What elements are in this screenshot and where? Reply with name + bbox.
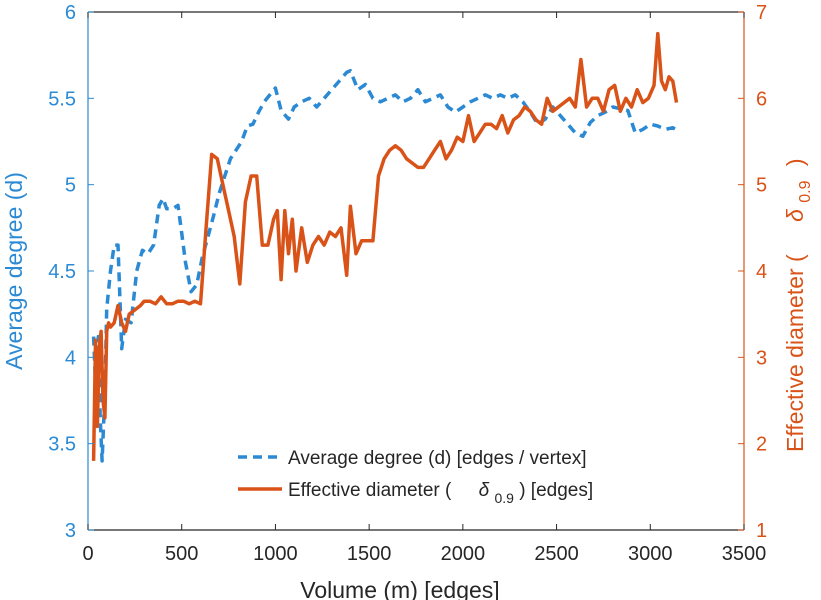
legend: Average degree (d) [edges / vertex] Effe… — [238, 448, 593, 508]
right-tick-label: 5 — [756, 175, 767, 197]
right-axis-title-main: Effective diameter ( — [782, 254, 808, 452]
legend-label-effective-diameter: Effective diameter ( δ 0.9 ) [edges] — [288, 480, 593, 508]
left-tick-label: 6 — [65, 2, 76, 24]
right-tick-label: 4 — [756, 261, 767, 283]
right-axis-title-symbol: δ — [782, 209, 808, 222]
legend-label-effective-prefix: Effective diameter ( — [288, 480, 452, 501]
right-tick-label: 7 — [756, 2, 767, 24]
left-tick-label: 4 — [65, 347, 76, 369]
x-tick-label: 0 — [82, 543, 93, 565]
x-tick-label: 2000 — [441, 543, 486, 565]
right-tick-label: 1 — [756, 520, 767, 542]
x-tick-label: 2500 — [534, 543, 579, 565]
left-tick-label: 5 — [65, 175, 76, 197]
x-axis-title: Volume (m) [edges] — [300, 577, 499, 600]
right-tick-label: 6 — [756, 88, 767, 110]
right-axis-title-close: ) — [782, 158, 808, 166]
series-line-average-degree — [91, 68, 680, 463]
left-axis-title: Average degree (d) — [1, 172, 27, 370]
legend-label-effective-subscript: 0.9 — [494, 490, 514, 506]
x-tick-label: 3500 — [722, 543, 767, 565]
right-axis-title-subscript: 0.9 — [797, 180, 814, 202]
series-layer — [91, 31, 680, 463]
left-tick-label: 3.5 — [48, 434, 76, 456]
right-axis-title: Effective diameter ( δ 0.9 ) — [782, 158, 815, 452]
x-tick-label: 3000 — [628, 543, 673, 565]
right-tick-label: 3 — [756, 347, 767, 369]
right-tick-label: 2 — [756, 434, 767, 456]
left-tick-label: 3 — [65, 520, 76, 542]
left-tick-label: 5.5 — [48, 88, 76, 110]
series-line-effective-diameter — [91, 31, 679, 461]
x-tick-label: 1500 — [347, 543, 392, 565]
legend-label-average-degree: Average degree (d) [edges / vertex] — [288, 448, 587, 469]
x-tick-label: 1000 — [253, 543, 298, 565]
axes-layer: 0 500 1000 1500 2000 2500 3000 3500 3 3.5 4 4.5 5 5.5… — [48, 2, 767, 565]
left-tick-label: 4.5 — [48, 261, 76, 283]
x-tick-label: 500 — [165, 543, 198, 565]
legend-label-effective-suffix: ) [edges] — [519, 480, 593, 501]
legend-label-effective-symbol: δ — [479, 480, 490, 501]
